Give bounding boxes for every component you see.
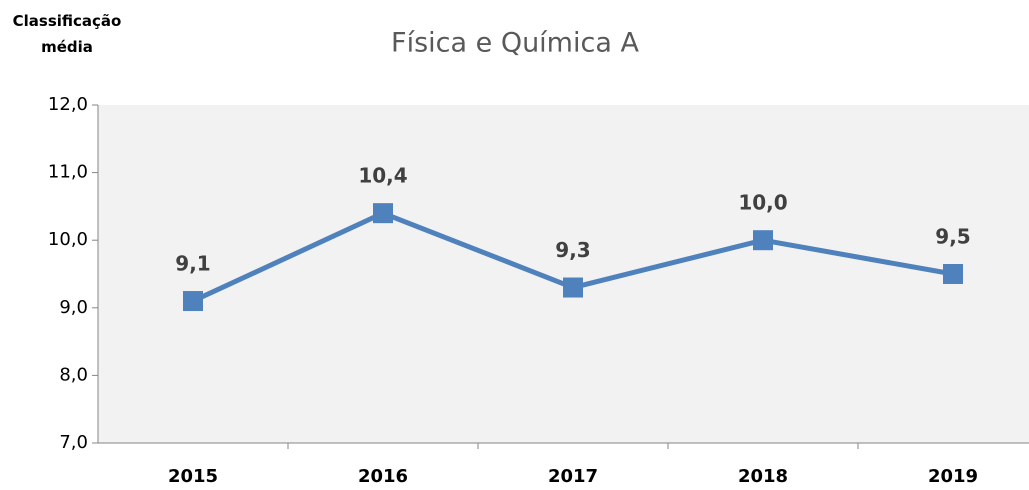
marker	[753, 230, 773, 251]
data-label: 9,3	[555, 238, 590, 262]
x-tick-label: 2018	[738, 466, 788, 487]
y-tick-label: 9,0	[59, 297, 88, 318]
y-tick-label: 7,0	[59, 432, 88, 453]
y-tick-label: 10,0	[48, 229, 88, 250]
y-tick-label: 8,0	[59, 364, 88, 385]
data-label: 9,1	[175, 252, 210, 276]
x-tick-label: 2019	[928, 466, 978, 487]
x-tick-label: 2017	[548, 466, 598, 487]
x-tick-label: 2016	[358, 466, 408, 487]
chart-title: Física e Química A	[391, 28, 639, 59]
plot-area	[98, 105, 1029, 443]
data-label: 10,4	[358, 164, 407, 188]
marker	[183, 291, 203, 312]
x-tick-label: 2015	[168, 466, 218, 487]
y-tick-label: 11,0	[48, 162, 88, 183]
y-axis-label: Classificação média	[12, 12, 122, 56]
marker	[943, 264, 963, 284]
data-label: 10,0	[738, 191, 787, 215]
marker	[563, 277, 583, 298]
data-label: 9,5	[935, 225, 970, 249]
y-tick-label: 12,0	[48, 94, 88, 115]
marker	[373, 203, 393, 224]
